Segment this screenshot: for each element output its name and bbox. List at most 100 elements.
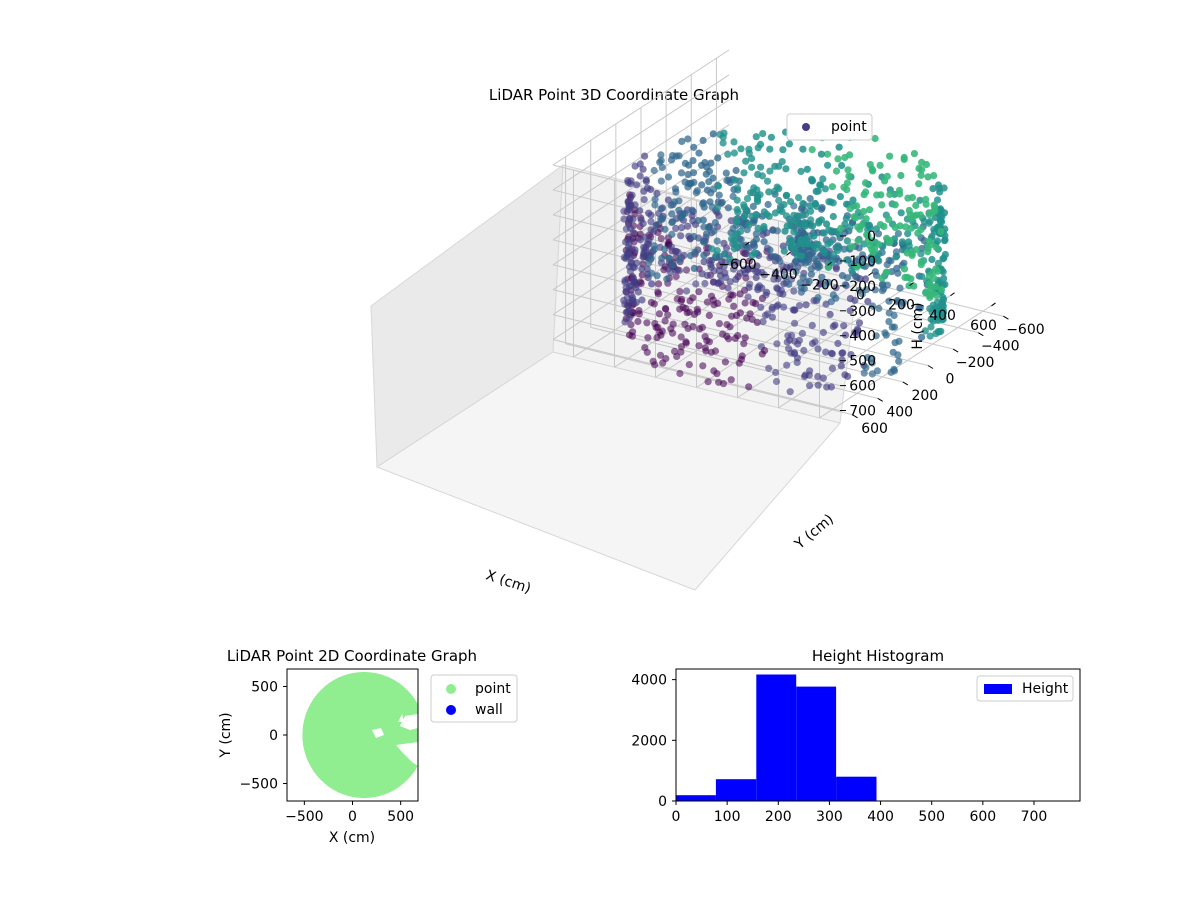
cloud-point (768, 313, 777, 321)
cloud-point (625, 314, 633, 322)
cloud-point (663, 275, 671, 283)
cloud-point (828, 350, 836, 358)
legend-point-label: point (475, 681, 511, 697)
cloud-point (621, 278, 629, 286)
cloud-point (828, 258, 836, 267)
cloud-point (651, 195, 659, 203)
cloud-point (685, 232, 693, 240)
cloud-point (935, 184, 943, 193)
cloud-point (625, 307, 633, 315)
cloud-point (629, 228, 637, 237)
cloud-point (836, 193, 845, 201)
cloud-point (840, 322, 848, 330)
cloud-point (941, 236, 949, 244)
cloud-point (623, 250, 631, 258)
legend-3d: point (786, 113, 873, 141)
cloud-point (918, 272, 926, 281)
cloud-point (848, 243, 856, 251)
cloud-point (695, 288, 703, 296)
cloud-point (657, 205, 665, 213)
cloud-point (809, 222, 817, 230)
cloud-point (689, 169, 698, 177)
cloud-point (792, 267, 800, 275)
cloud-point (929, 185, 937, 193)
cloud-point (837, 224, 845, 232)
cloud-point (669, 218, 677, 226)
cloud-point (910, 282, 918, 290)
z-axis-label-3d: H (cm) (910, 302, 926, 349)
cloud-point (625, 282, 634, 290)
cloud-point (766, 167, 774, 175)
cloud-point (753, 318, 761, 326)
cloud-point (925, 272, 933, 280)
cloud-point (808, 146, 816, 154)
cloud-point (641, 344, 649, 352)
cloud-point (855, 286, 863, 294)
legend-wall-label: wall (475, 702, 503, 718)
grid-line (552, 124, 730, 241)
point-region (302, 671, 418, 799)
cloud-point (829, 212, 837, 221)
cloud-point (765, 188, 773, 196)
cloud-point (745, 283, 753, 292)
cloud-point (819, 328, 828, 337)
cloud-point (745, 383, 753, 391)
cloud-point (902, 223, 910, 231)
cloud-point (837, 362, 845, 370)
cloud-point (736, 227, 745, 235)
cloud-point (730, 149, 739, 157)
cloud-point (768, 305, 776, 313)
cloud-point (678, 295, 686, 303)
cloud-point (866, 224, 874, 232)
cloud-point (649, 357, 657, 365)
cloud-point (769, 226, 777, 234)
cloud-point (779, 146, 787, 154)
cloud-point (838, 161, 846, 170)
x-tick-label-hist: 300 (816, 809, 843, 825)
cloud-point (719, 139, 727, 147)
cloud-point (907, 224, 915, 232)
cloud-point (823, 150, 832, 158)
cloud-point (692, 280, 700, 288)
cloud-point (657, 235, 665, 243)
cloud-point (722, 169, 730, 177)
cloud-point (636, 160, 644, 168)
cloud-point (653, 189, 661, 198)
cloud-point (847, 351, 855, 359)
cloud-point (927, 323, 935, 331)
histogram-bar (715, 779, 757, 801)
grid-line (640, 294, 929, 366)
cloud-point (752, 210, 760, 219)
cloud-point (656, 351, 665, 359)
cloud-point (807, 265, 815, 273)
cloud-point (808, 177, 817, 185)
cloud-point (806, 382, 814, 390)
axis-3d-ticks: −600−600−400−400−200−2000020020040040060… (718, 229, 1044, 437)
histogram-bar (836, 776, 877, 801)
cloud-point (916, 304, 924, 312)
x-tick-label-2d: 500 (387, 809, 414, 825)
cloud-point (627, 177, 635, 185)
cloud-point (782, 165, 790, 173)
cloud-point (737, 355, 746, 363)
cloud-point (842, 214, 850, 223)
y-tick-label-3d: −400 (981, 339, 1019, 355)
cloud-point (872, 332, 880, 340)
cloud-point (838, 272, 847, 280)
cloud-point (873, 191, 881, 199)
cloud-point (851, 214, 860, 222)
cloud-point (853, 263, 861, 271)
legend-3d-label: point (831, 119, 867, 135)
cloud-point (831, 321, 839, 329)
cloud-point (933, 267, 942, 275)
cloud-point (917, 171, 925, 179)
cloud-point (753, 196, 762, 204)
cloud-point (645, 236, 653, 245)
cloud-point (686, 297, 694, 305)
cloud-point (720, 129, 728, 137)
cloud-point (740, 169, 748, 177)
cloud-point (808, 321, 816, 329)
cloud-point (822, 348, 830, 356)
cloud-point (703, 186, 712, 194)
cloud-point (672, 224, 680, 232)
